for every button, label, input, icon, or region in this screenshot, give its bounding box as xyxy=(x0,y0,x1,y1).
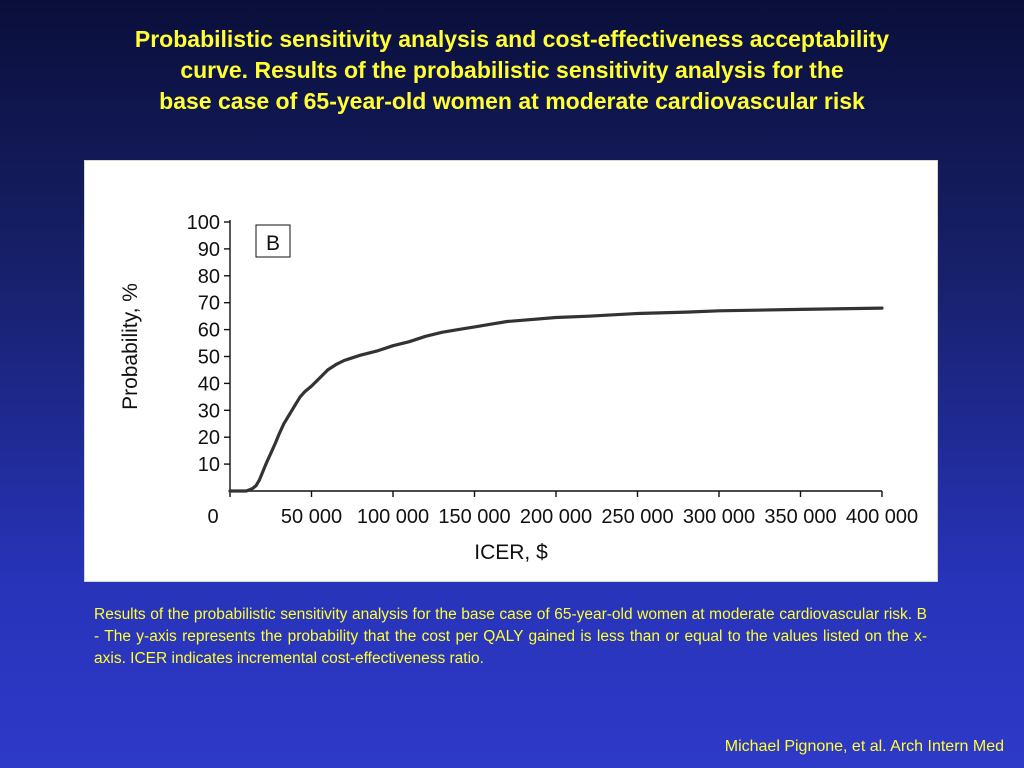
x-tick-label: 100 000 xyxy=(357,506,429,528)
x-tick-label: 200 000 xyxy=(520,506,592,528)
x-tick-label: 150 000 xyxy=(438,506,510,528)
y-tick-label: 90 xyxy=(198,239,220,261)
acceptability-curve-chart: 10 20 30 40 50 60 70 80 90 100 0 50 000 100 000 150 0… xyxy=(119,212,918,564)
chart-labels: 10 20 30 40 50 60 70 80 90 100 0 50 000 100 000 150 0… xyxy=(119,212,918,564)
x-tick-label: 0 xyxy=(207,506,218,528)
figure-caption: Results of the probabilistic sensitivity… xyxy=(94,606,927,667)
y-tick-label: 50 xyxy=(198,347,220,369)
y-tick-label: 30 xyxy=(198,400,220,422)
title-line-2: curve. Results of the probabilistic sens… xyxy=(180,57,844,83)
y-tick-label: 10 xyxy=(198,454,220,476)
x-tick-label: 350 000 xyxy=(764,506,836,528)
x-tick-label: 300 000 xyxy=(683,506,755,528)
chart-axes xyxy=(224,220,883,497)
citation: Michael Pignone, et al. Arch Intern Med xyxy=(724,738,1004,755)
acceptability-curve-line xyxy=(228,306,884,493)
panel-label: B xyxy=(266,232,280,255)
y-tick-label: 100 xyxy=(187,212,220,234)
x-axis-title: ICER, $ xyxy=(474,541,548,564)
title-line-3: base case of 65-year-old women at modera… xyxy=(159,88,865,114)
x-tick-label: 250 000 xyxy=(601,506,673,528)
chart-marks xyxy=(228,306,884,493)
y-tick-label: 60 xyxy=(198,320,220,342)
y-axis-title: Probability, % xyxy=(119,283,142,410)
slide-title: Probabilistic sensitivity analysis and c… xyxy=(0,24,1024,117)
x-tick-label: 400 000 xyxy=(846,506,918,528)
y-tick-label: 20 xyxy=(198,427,220,449)
x-tick-label: 50 000 xyxy=(281,506,342,528)
title-line-1: Probabilistic sensitivity analysis and c… xyxy=(134,26,890,52)
chart-panel: 10 20 30 40 50 60 70 80 90 100 0 50 000 100 000 150 0… xyxy=(84,160,938,582)
panel-label-box xyxy=(255,224,291,258)
y-tick-label: 70 xyxy=(198,293,220,315)
y-tick-label: 80 xyxy=(198,266,220,288)
y-tick-label: 40 xyxy=(198,373,220,395)
